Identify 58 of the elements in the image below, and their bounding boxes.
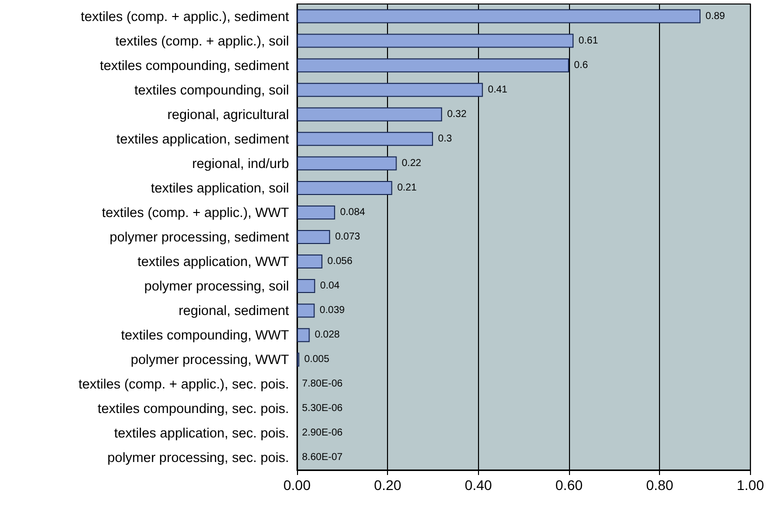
x-tick-label: 0.60 — [555, 477, 583, 493]
data-label: 0.056 — [327, 256, 353, 268]
bar — [297, 254, 322, 269]
data-label: 7.80E-06 — [302, 378, 344, 390]
data-label: 0.084 — [340, 206, 366, 218]
data-label: 0.6 — [574, 60, 588, 71]
y-tick-label: polymer processing, soil — [144, 278, 289, 294]
data-label: 0.61 — [578, 35, 598, 46]
data-label: 8.60E-07 — [302, 452, 344, 464]
data-label: 0.3 — [438, 133, 452, 144]
bar — [297, 304, 315, 318]
y-tick-label: textiles application, soil — [150, 180, 289, 196]
y-tick-label: textiles (comp. + applic.), WWT — [102, 204, 289, 220]
x-tick-label: 0.00 — [283, 477, 311, 493]
y-tick-label: textiles compounding, soil — [134, 82, 289, 98]
data-label: 0.039 — [320, 305, 346, 316]
bar — [297, 180, 392, 195]
bar — [297, 9, 701, 24]
bar — [297, 82, 483, 97]
bar — [297, 34, 574, 48]
x-tick-label: 0.80 — [646, 477, 674, 493]
y-tick-label: textiles compounding, WWT — [120, 328, 289, 343]
bar — [297, 230, 330, 244]
x-tick-label: 0.40 — [464, 477, 492, 493]
y-tick-label: textiles application, WWT — [137, 254, 289, 270]
y-tick-label: regional, sediment — [178, 303, 290, 318]
y-tick-label: textiles application, sec. pois. — [114, 426, 289, 441]
y-tick-label: textiles compounding, sec. pois. — [98, 401, 289, 416]
bar — [297, 279, 316, 294]
data-label: 0.21 — [397, 182, 418, 194]
y-tick-label: textiles (comp. + applic.), sediment — [80, 8, 290, 24]
bar — [297, 328, 310, 342]
x-tick-label: 1.00 — [736, 477, 764, 493]
y-tick-label: polymer processing, WWT — [130, 352, 289, 368]
y-tick-label: polymer processing, sediment — [110, 230, 290, 244]
data-label: 0.073 — [335, 232, 361, 242]
bar — [297, 156, 397, 170]
data-label: 0.22 — [402, 158, 422, 169]
y-tick-label: polymer processing, sec. pois. — [107, 450, 289, 466]
bar — [297, 107, 442, 122]
data-label: 0.04 — [320, 280, 340, 292]
y-tick-label: regional, agricultural — [167, 106, 289, 122]
bar — [297, 132, 434, 146]
data-label: 0.41 — [488, 84, 508, 96]
data-label: 0.32 — [447, 108, 467, 120]
bar — [297, 205, 336, 220]
data-label: 0.005 — [304, 354, 330, 366]
data-label: 0.028 — [314, 330, 340, 341]
data-label: 5.30E-06 — [302, 403, 344, 414]
y-tick-label: regional, ind/urb — [192, 156, 289, 171]
data-label: 0.89 — [706, 10, 726, 22]
bar — [297, 58, 570, 72]
x-tick-label: 0.20 — [374, 477, 402, 493]
y-tick-label: textiles application, sediment — [116, 131, 290, 146]
data-label: 2.90E-06 — [302, 428, 344, 439]
y-tick-label: textiles (comp. + applic.), sec. pois. — [78, 376, 289, 392]
y-tick-label: textiles compounding, sediment — [100, 58, 290, 73]
y-tick-label: textiles (comp. + applic.), soil — [115, 33, 289, 48]
